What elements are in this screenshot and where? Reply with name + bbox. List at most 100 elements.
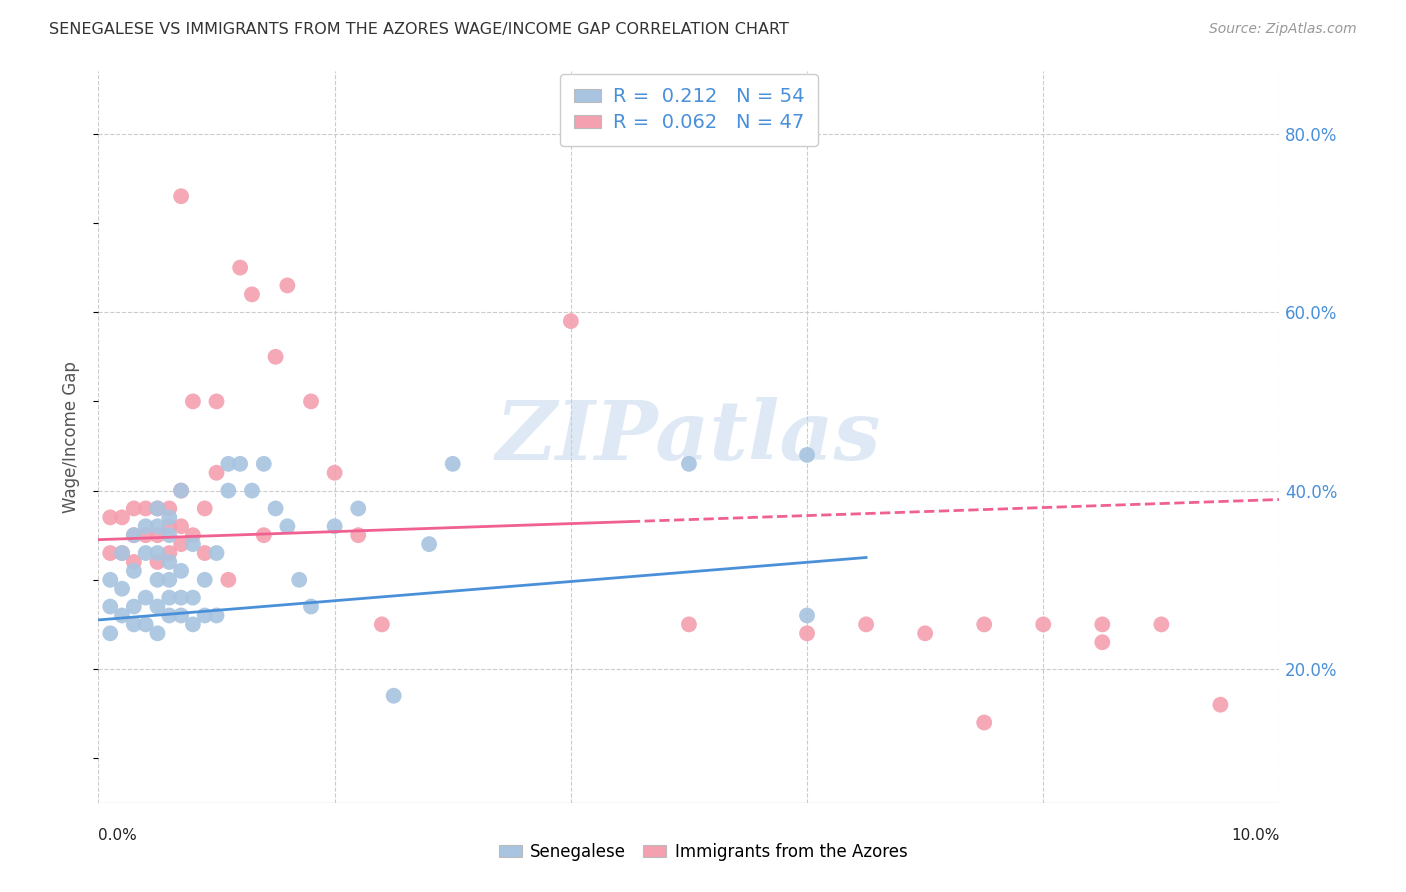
Point <box>122 528 145 542</box>
Point <box>122 555 145 569</box>
Point <box>382 689 405 703</box>
Point <box>418 537 440 551</box>
Text: Source: ZipAtlas.com: Source: ZipAtlas.com <box>1209 22 1357 37</box>
Point <box>181 591 204 605</box>
Point <box>1150 617 1173 632</box>
Point <box>98 573 121 587</box>
Point <box>135 519 157 533</box>
Point <box>98 626 121 640</box>
Point <box>253 457 276 471</box>
Point <box>1209 698 1232 712</box>
Y-axis label: Wage/Income Gap: Wage/Income Gap <box>62 361 80 513</box>
Point <box>146 519 169 533</box>
Legend: Senegalese, Immigrants from the Azores: Senegalese, Immigrants from the Azores <box>492 837 914 868</box>
Point <box>146 501 169 516</box>
Point <box>157 555 180 569</box>
Point <box>205 466 228 480</box>
Point <box>973 617 995 632</box>
Point <box>170 537 193 551</box>
Point <box>146 626 169 640</box>
Point <box>855 617 877 632</box>
Point <box>240 483 263 498</box>
Point <box>229 457 252 471</box>
Point <box>135 591 157 605</box>
Point <box>146 555 169 569</box>
Point <box>678 617 700 632</box>
Point <box>135 528 157 542</box>
Point <box>229 260 252 275</box>
Point <box>157 510 180 524</box>
Point <box>347 501 370 516</box>
Point <box>122 599 145 614</box>
Point <box>170 483 193 498</box>
Point <box>111 582 134 596</box>
Point <box>170 519 193 533</box>
Point <box>194 501 217 516</box>
Point <box>157 501 180 516</box>
Point <box>288 573 311 587</box>
Text: ZIPatlas: ZIPatlas <box>496 397 882 477</box>
Point <box>157 528 180 542</box>
Point <box>205 546 228 560</box>
Point <box>299 394 322 409</box>
Point <box>1091 617 1114 632</box>
Point <box>914 626 936 640</box>
Point <box>205 608 228 623</box>
Point <box>181 537 204 551</box>
Point <box>146 546 169 560</box>
Point <box>135 617 157 632</box>
Point <box>205 394 228 409</box>
Point <box>1032 617 1054 632</box>
Point <box>146 528 169 542</box>
Point <box>122 501 145 516</box>
Point <box>240 287 263 301</box>
Text: SENEGALESE VS IMMIGRANTS FROM THE AZORES WAGE/INCOME GAP CORRELATION CHART: SENEGALESE VS IMMIGRANTS FROM THE AZORES… <box>49 22 789 37</box>
Point <box>98 546 121 560</box>
Point <box>441 457 464 471</box>
Point <box>122 617 145 632</box>
Point <box>194 546 217 560</box>
Point <box>146 501 169 516</box>
Point <box>371 617 394 632</box>
Point <box>796 608 818 623</box>
Point <box>146 573 169 587</box>
Point <box>181 528 204 542</box>
Point <box>122 564 145 578</box>
Point <box>170 608 193 623</box>
Point <box>264 350 287 364</box>
Text: 10.0%: 10.0% <box>1232 828 1279 843</box>
Point <box>111 608 134 623</box>
Point <box>560 314 582 328</box>
Point <box>157 591 180 605</box>
Point <box>111 510 134 524</box>
Point <box>157 546 180 560</box>
Legend: R =  0.212   N = 54, R =  0.062   N = 47: R = 0.212 N = 54, R = 0.062 N = 47 <box>560 74 818 145</box>
Point <box>276 278 298 293</box>
Point <box>217 483 239 498</box>
Point <box>111 546 134 560</box>
Point <box>98 599 121 614</box>
Point <box>973 715 995 730</box>
Point <box>217 457 239 471</box>
Point <box>678 457 700 471</box>
Point <box>217 573 239 587</box>
Point <box>157 573 180 587</box>
Point <box>194 608 217 623</box>
Point <box>170 564 193 578</box>
Point <box>111 546 134 560</box>
Point <box>157 519 180 533</box>
Text: 0.0%: 0.0% <box>98 828 138 843</box>
Point <box>1091 635 1114 649</box>
Point <box>276 519 298 533</box>
Point <box>146 599 169 614</box>
Point <box>253 528 276 542</box>
Point <box>170 189 193 203</box>
Point <box>135 546 157 560</box>
Point <box>323 519 346 533</box>
Point <box>170 483 193 498</box>
Point <box>796 626 818 640</box>
Point <box>170 591 193 605</box>
Point <box>157 608 180 623</box>
Point <box>181 617 204 632</box>
Point <box>122 528 145 542</box>
